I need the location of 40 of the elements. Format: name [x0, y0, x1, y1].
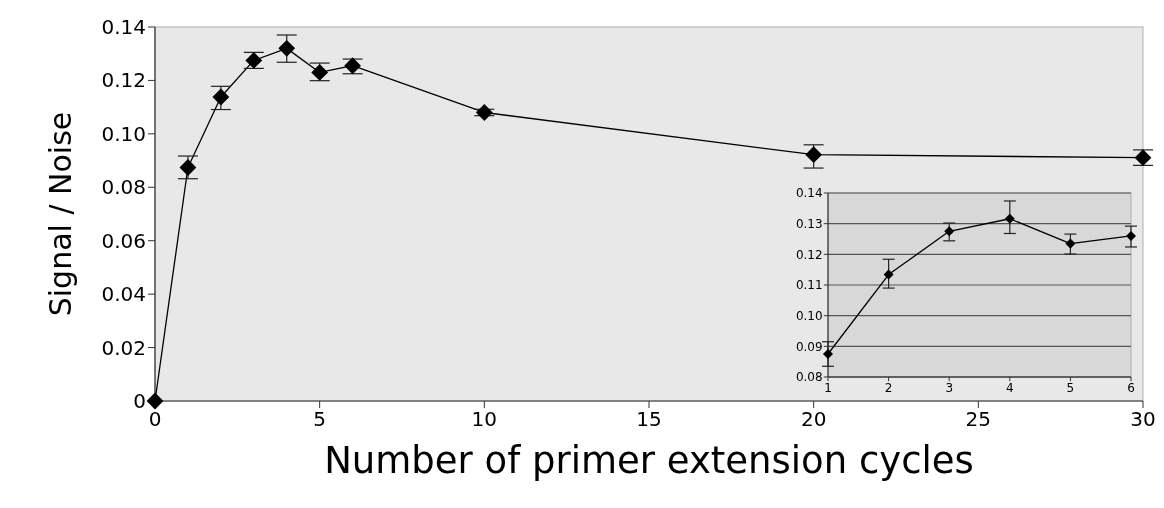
y-tick-label: 0.12 — [795, 247, 823, 262]
point — [883, 269, 894, 280]
point — [1125, 230, 1137, 241]
point — [475, 104, 493, 121]
x-axis-title: Number of primer extension cycles — [324, 439, 974, 482]
x-tick-label: 10 — [471, 407, 498, 431]
y-tick-label: 0.14 — [101, 15, 146, 39]
point — [146, 392, 164, 410]
x-tick-label: 6 — [1127, 381, 1135, 395]
x-tick-label: 4 — [1005, 381, 1014, 395]
x-tick-label: 5 — [313, 407, 327, 431]
x-tick-label: 2 — [884, 381, 893, 395]
y-tick-label: 0.13 — [795, 216, 823, 231]
y-tick-label: 0.09 — [795, 339, 823, 354]
y-tick-label: 0.10 — [795, 308, 823, 323]
x-tick-label: 1 — [824, 381, 832, 395]
x-tick-label: 5 — [1066, 381, 1075, 395]
y-tick-label: 0.06 — [101, 228, 146, 253]
point — [822, 348, 834, 360]
y-tick-label: 0.08 — [101, 175, 146, 200]
y-tick-label: 0.02 — [101, 335, 146, 360]
point — [1004, 213, 1015, 224]
point — [278, 39, 296, 57]
y-tick-label: 0.12 — [101, 68, 146, 93]
x-tick-label: 3 — [945, 381, 954, 395]
y-tick-label: 0.14 — [795, 186, 823, 201]
y-axis-title: Signal / Noise — [43, 111, 78, 317]
x-tick-label: 0 — [148, 407, 162, 431]
y-tick-label: 0.04 — [101, 282, 146, 307]
x-tick-label: 25 — [965, 407, 992, 431]
point — [212, 88, 230, 106]
y-tick-label: 0.08 — [795, 370, 823, 385]
point — [1065, 238, 1076, 249]
y-tick-label: 0.10 — [101, 121, 146, 146]
x-tick-label: 15 — [636, 407, 662, 431]
x-tick-label: 30 — [1130, 407, 1156, 431]
x-tick-label: 20 — [800, 407, 827, 431]
y-tick-label: 0.11 — [795, 278, 823, 293]
point — [805, 146, 823, 164]
point — [944, 226, 955, 237]
